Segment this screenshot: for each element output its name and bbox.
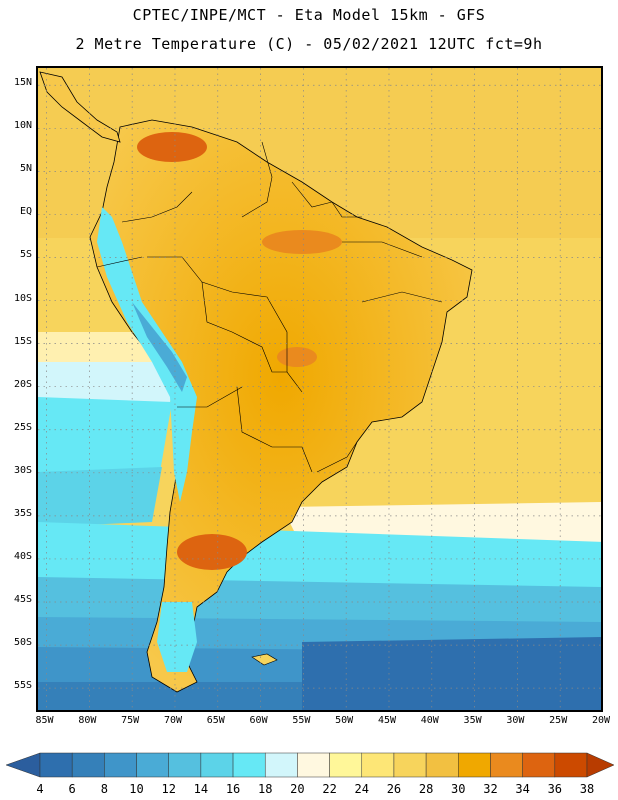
map-panel bbox=[36, 66, 603, 712]
latitude-tick-label: EQ bbox=[19, 206, 32, 218]
colorbar-swatch bbox=[329, 752, 363, 778]
colorbar-value-label: 20 bbox=[290, 782, 305, 796]
colorbar-value-label: 18 bbox=[258, 782, 273, 796]
latitude-tick-label: 50S bbox=[13, 637, 32, 649]
colorbar-value-label: 10 bbox=[129, 782, 144, 796]
latitude-tick-label: 25S bbox=[13, 421, 32, 433]
longitude-tick-label: 45W bbox=[377, 715, 397, 726]
warm-region-amazon bbox=[262, 230, 342, 254]
colorbar-swatch bbox=[361, 752, 395, 778]
colorbar-swatch bbox=[297, 752, 330, 778]
colorbar-value-label: 14 bbox=[193, 782, 209, 796]
colorbar-value-label: 16 bbox=[225, 782, 241, 796]
latitude-tick-label: 55S bbox=[13, 680, 32, 692]
latitude-tick-label: 35S bbox=[13, 507, 32, 519]
colorbar-swatch bbox=[554, 752, 588, 778]
colorbar-value-label: 32 bbox=[483, 782, 498, 796]
central-america-land bbox=[39, 71, 121, 143]
falkland-islands bbox=[251, 653, 278, 666]
longitude-tick-label: 50W bbox=[335, 715, 354, 726]
hot-region-venezuela bbox=[137, 132, 207, 162]
longitude-tick-label: 20W bbox=[591, 715, 611, 726]
latitude-tick-label: 20S bbox=[13, 378, 32, 390]
latitude-tick-label: 30S bbox=[13, 464, 32, 476]
colorbar-value-label: 4 bbox=[36, 782, 44, 796]
colorbar-value-label: 6 bbox=[68, 782, 76, 796]
colorbar-high-arrow bbox=[586, 752, 615, 778]
andes-cold-core bbox=[132, 302, 187, 392]
colorbar-value-label: 36 bbox=[547, 782, 563, 796]
colorbar-swatch bbox=[200, 752, 234, 778]
title-line-2: 2 Metre Temperature (C) - 05/02/2021 12U… bbox=[75, 35, 543, 53]
colorbar-swatch bbox=[425, 752, 459, 778]
colorbar-swatch bbox=[490, 752, 523, 778]
latitude-tick-label: 10N bbox=[13, 120, 32, 132]
colorbar-swatch bbox=[39, 752, 73, 778]
colorbar-swatch bbox=[458, 752, 491, 778]
colorbar-swatch bbox=[393, 752, 427, 778]
colorbar-value-label: 34 bbox=[515, 782, 530, 796]
colorbar-value-label: 30 bbox=[451, 782, 466, 796]
colorbar-value-label: 28 bbox=[418, 782, 434, 796]
longitude-tick-label: 55W bbox=[292, 715, 311, 726]
latitude-tick-label: 5N bbox=[19, 163, 32, 175]
colorbar-value-label: 12 bbox=[161, 782, 176, 796]
longitude-tick-label: 75W bbox=[121, 715, 140, 726]
longitude-tick-label: 70W bbox=[163, 715, 182, 726]
patagonia-south-cool bbox=[157, 602, 197, 672]
colorbar-swatch bbox=[264, 752, 298, 778]
colorbar-value-label: 26 bbox=[386, 782, 402, 796]
pacific-cold-region bbox=[38, 397, 172, 477]
longitude-tick-label: 80W bbox=[78, 715, 97, 726]
latitude-tick-label: 45S bbox=[13, 594, 32, 606]
hot-region-patagonia bbox=[177, 534, 247, 570]
latitude-tick-label: 40S bbox=[13, 550, 32, 562]
hot-region-pantanal bbox=[277, 347, 317, 367]
latitude-tick-label: 15S bbox=[13, 335, 32, 347]
colorbar-swatch bbox=[168, 752, 202, 778]
longitude-tick-label: 30W bbox=[506, 715, 525, 726]
title-line-1: CPTEC/INPE/MCT - Eta Model 15km - GFS bbox=[132, 6, 486, 24]
southern-ocean-coldest bbox=[302, 637, 601, 710]
latitude-tick-label: 15N bbox=[13, 77, 32, 89]
colorbar-swatch bbox=[232, 752, 266, 778]
temperature-map bbox=[38, 68, 601, 710]
colorbar-value-label: 8 bbox=[100, 782, 108, 796]
longitude-tick-label: 35W bbox=[463, 715, 482, 726]
colorbar-swatch bbox=[522, 752, 556, 778]
andes-cool-strip bbox=[97, 207, 197, 502]
colorbar-swatch bbox=[104, 752, 137, 778]
longitude-tick-label: 60W bbox=[249, 715, 268, 726]
colorbar-value-label: 38 bbox=[579, 782, 595, 796]
lat-lon-grid bbox=[38, 68, 601, 710]
colorbar-swatch bbox=[136, 752, 169, 778]
colorbar bbox=[5, 752, 615, 778]
colorbar-swatch bbox=[71, 752, 105, 778]
longitude-tick-label: 40W bbox=[420, 715, 439, 726]
longitude-tick-label: 25W bbox=[549, 715, 568, 726]
pacific-colder-region bbox=[38, 467, 162, 527]
colorbar-value-label: 22 bbox=[322, 782, 337, 796]
country-borders bbox=[96, 141, 443, 473]
longitude-tick-label: 65W bbox=[206, 715, 225, 726]
latitude-tick-label: 10S bbox=[13, 292, 32, 304]
colorbar-value-label: 24 bbox=[354, 782, 369, 796]
latitude-tick-label: 5S bbox=[19, 249, 32, 261]
colorbar-low-arrow bbox=[5, 752, 41, 778]
longitude-tick-label: 85W bbox=[35, 715, 54, 726]
